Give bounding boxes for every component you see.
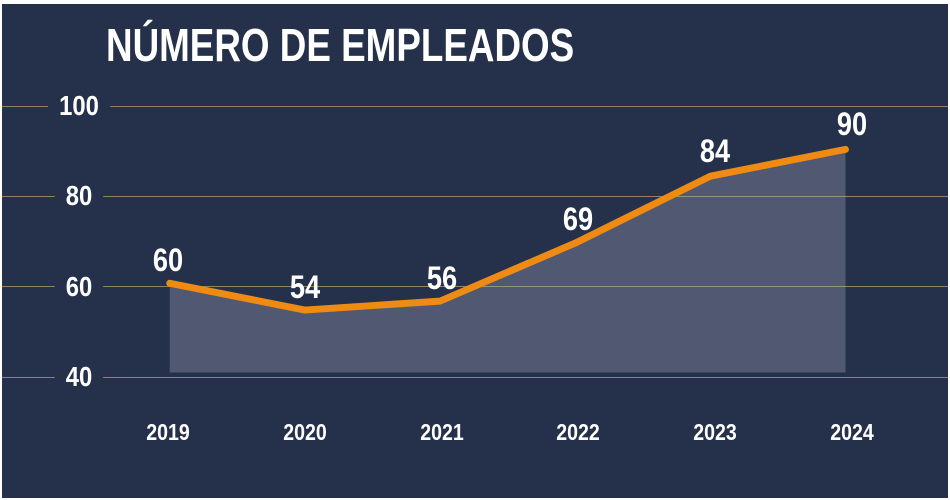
gridline	[2, 105, 948, 107]
x-axis-label: 2024	[830, 419, 874, 445]
y-axis-label: 40	[54, 360, 104, 394]
line-chart-svg	[166, 145, 849, 373]
y-axis-label: 100	[48, 89, 110, 123]
trend-line	[166, 145, 849, 314]
y-axis-label: 80	[54, 179, 104, 214]
data-label: 54	[289, 268, 320, 305]
data-label: 69	[563, 201, 594, 238]
chart-title: NÚMERO DE EMPLEADOS	[106, 19, 575, 71]
y-axis-label: 60	[54, 269, 104, 304]
gridline	[2, 195, 948, 197]
x-axis-label: 2019	[146, 419, 190, 445]
gridline	[2, 376, 948, 378]
x-axis-label: 2023	[693, 419, 737, 445]
data-label: 60	[152, 241, 184, 278]
x-axis-label: 2022	[556, 419, 601, 445]
area-fill	[169, 149, 846, 373]
plot-area: 100 80 60 40 60 54 56 69 84 90 2019 2020 2021 2022 202…	[2, 4, 948, 498]
data-label: 90	[836, 106, 868, 143]
x-axis-label: 2020	[283, 419, 327, 445]
data-label: 56	[426, 259, 457, 296]
x-axis-label: 2021	[419, 419, 464, 445]
data-label: 84	[700, 133, 731, 170]
